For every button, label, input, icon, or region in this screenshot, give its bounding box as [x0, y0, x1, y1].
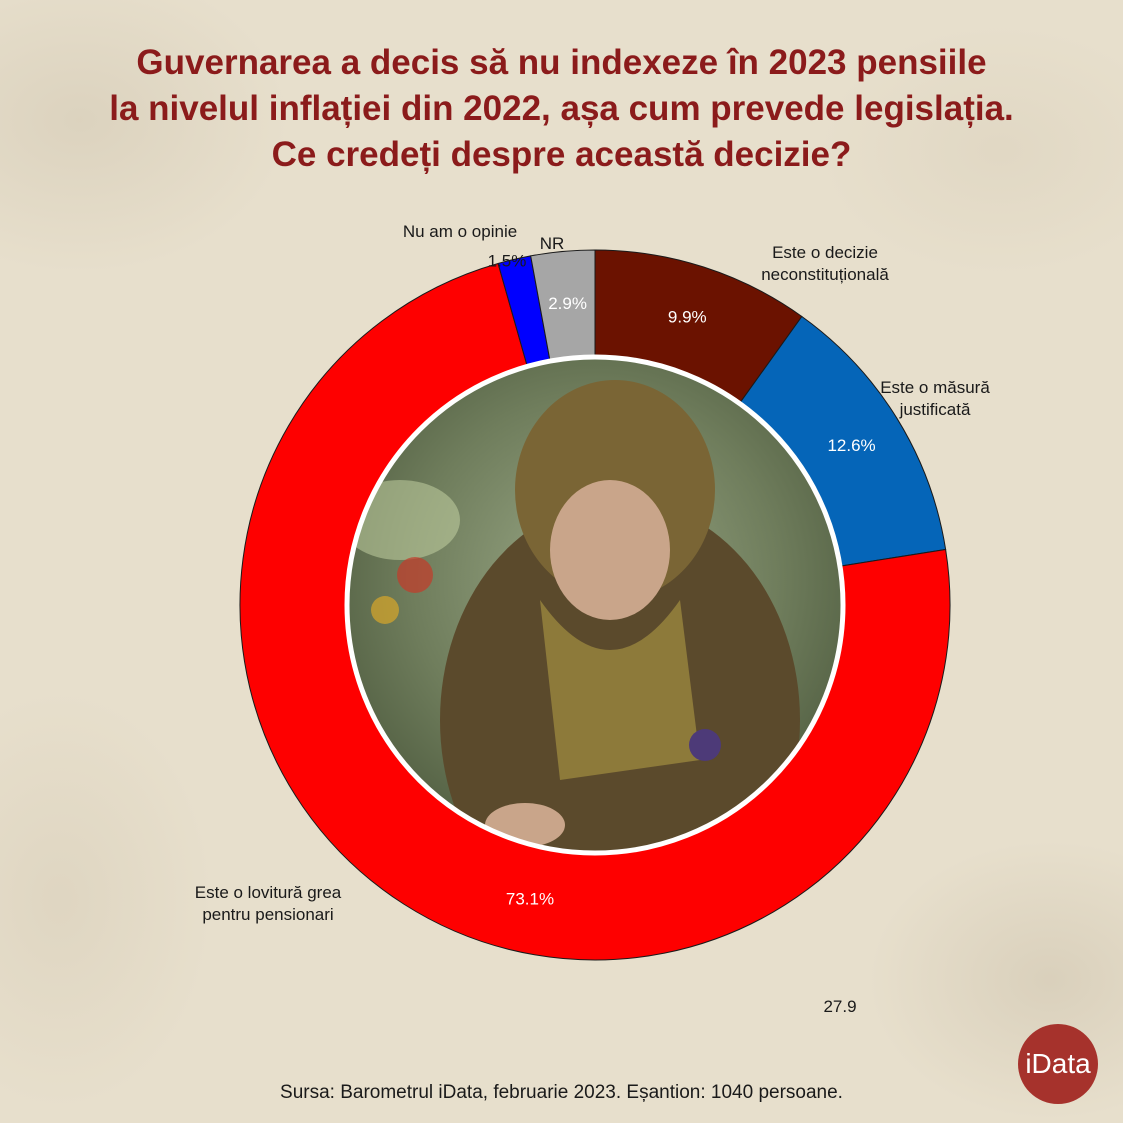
value-label-nr: 2.9% — [548, 294, 587, 313]
category-label-line: Este o decizie — [772, 243, 878, 262]
title-line-1: Guvernarea a decis să nu indexeze în 202… — [136, 43, 987, 82]
category-label-nr: NR — [540, 234, 565, 253]
source-note: Sursa: Barometrul iData, februarie 2023.… — [280, 1082, 843, 1103]
title-line-3: Ce credeți despre această decizie? — [271, 135, 852, 174]
category-label-este-o-lovitura-grea-pentru-pensionari: Este o lovitură grea pentru pensionari — [195, 883, 342, 924]
chart-title: Guvernarea a decis să nu indexeze în 202… — [0, 40, 1123, 178]
category-label-este-o-decizie-neconstitutionala: Este o decizie neconstituțională — [761, 243, 889, 284]
category-label-line: Nu am o opinie — [403, 222, 517, 241]
value-label-nu-am-o-opinie: 1.5% — [488, 251, 527, 270]
value-label-este-o-lovitura-grea-pentru-pensionari: 73.1% — [506, 889, 554, 908]
chart-labels: 9.9% Este o decizie neconstituțională 12.6%… — [195, 222, 991, 1016]
chart-slices — [239, 249, 951, 961]
category-label-line: pentru pensionari — [202, 905, 333, 924]
category-label-line: neconstituțională — [761, 265, 889, 284]
category-label-line: Este o măsură — [880, 378, 990, 397]
category-label-line: justificată — [899, 400, 971, 419]
category-label-line: Este o lovitură grea — [195, 883, 342, 902]
category-label-line: NR — [540, 234, 565, 253]
value-label-este-o-masura-justificata: 12.6% — [827, 436, 875, 455]
value-label-este-o-decizie-neconstitutionala: 9.9% — [668, 307, 707, 326]
idata-logo: iData — [1018, 1024, 1098, 1104]
title-line-2: la nivelul inflației din 2022, așa cum p… — [109, 89, 1014, 128]
category-label-este-o-masura-justificata: Este o măsură justificată — [880, 378, 990, 419]
stray-number: 27.9 — [823, 997, 856, 1016]
category-label-nu-am-o-opinie: Nu am o opinie — [403, 222, 517, 241]
